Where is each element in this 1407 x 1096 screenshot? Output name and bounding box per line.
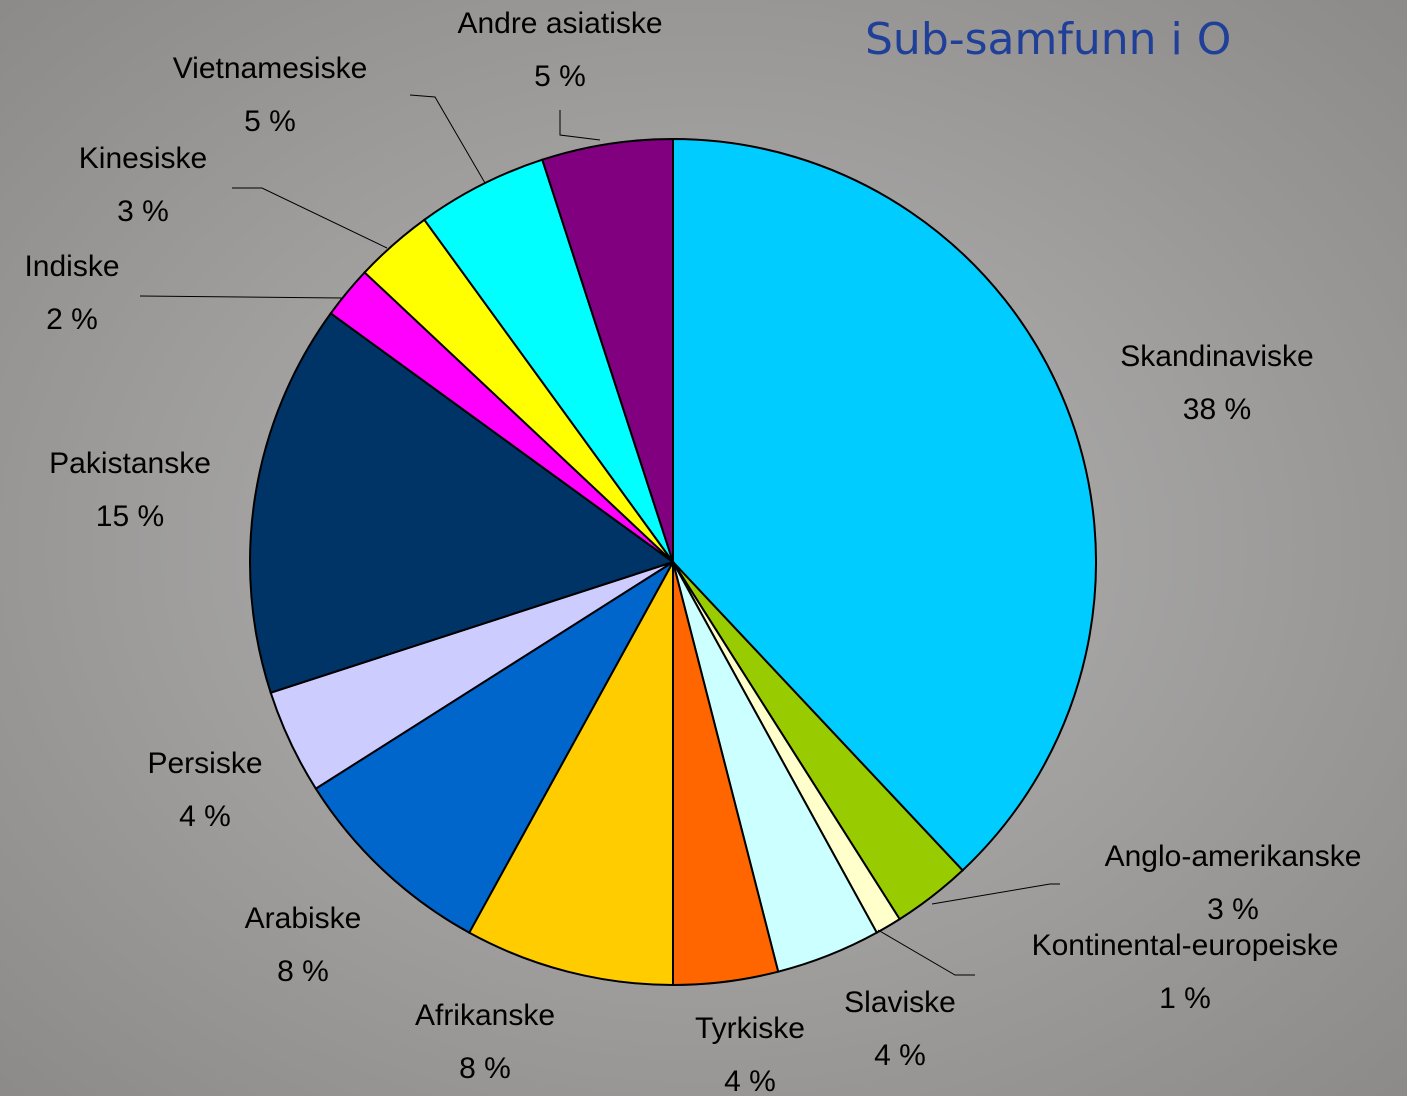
slice-label: Skandinaviske — [1120, 340, 1313, 373]
slice-label: Pakistanske — [49, 447, 211, 480]
leader-line — [139, 295, 343, 299]
leader-line — [877, 929, 975, 976]
slice-label: Vietnamesiske — [173, 52, 368, 85]
slice-value-label: 3 % — [117, 195, 169, 228]
leader-line — [232, 187, 388, 249]
leader-line — [931, 883, 1060, 905]
slice-label: Anglo-amerikanske — [1105, 840, 1362, 873]
slice-value-label: 3 % — [1207, 893, 1259, 926]
pie-slice — [467, 561, 674, 987]
slice-label: Kontinental-europeiske — [1032, 929, 1339, 962]
slice-label: Tyrkiske — [695, 1012, 805, 1045]
slice-value-label: 8 % — [277, 955, 329, 988]
chart-title: Sub-samfunn i O — [865, 14, 1231, 65]
slice-label: Kinesiske — [79, 142, 207, 175]
slice-label: Arabiske — [245, 902, 362, 935]
slice-value-label: 8 % — [459, 1052, 511, 1085]
slice-value-label: 4 % — [179, 800, 231, 833]
slice-value-label: 5 % — [534, 60, 586, 93]
pie-slice — [541, 137, 674, 563]
pie-slice — [672, 137, 1097, 872]
slice-label: Afrikanske — [415, 999, 555, 1032]
pie-slice — [314, 561, 674, 935]
leader-line — [559, 110, 601, 141]
slice-value-label: 38 % — [1183, 393, 1251, 426]
slice-value-label: 2 % — [46, 303, 98, 336]
slice-label: Slaviske — [844, 986, 956, 1019]
slice-label: Indiske — [24, 250, 119, 283]
slice-value-label: 15 % — [96, 500, 164, 533]
slice-label: Persiske — [147, 747, 262, 780]
leader-line — [409, 94, 486, 184]
slice-value-label: 5 % — [244, 105, 296, 138]
slice-value-label: 1 % — [1159, 982, 1211, 1015]
slice-value-label: 4 % — [874, 1039, 926, 1072]
slice-label: Andre asiatiske — [457, 7, 662, 40]
pie-slice — [249, 311, 676, 694]
slice-value-label: 4 % — [724, 1065, 776, 1096]
